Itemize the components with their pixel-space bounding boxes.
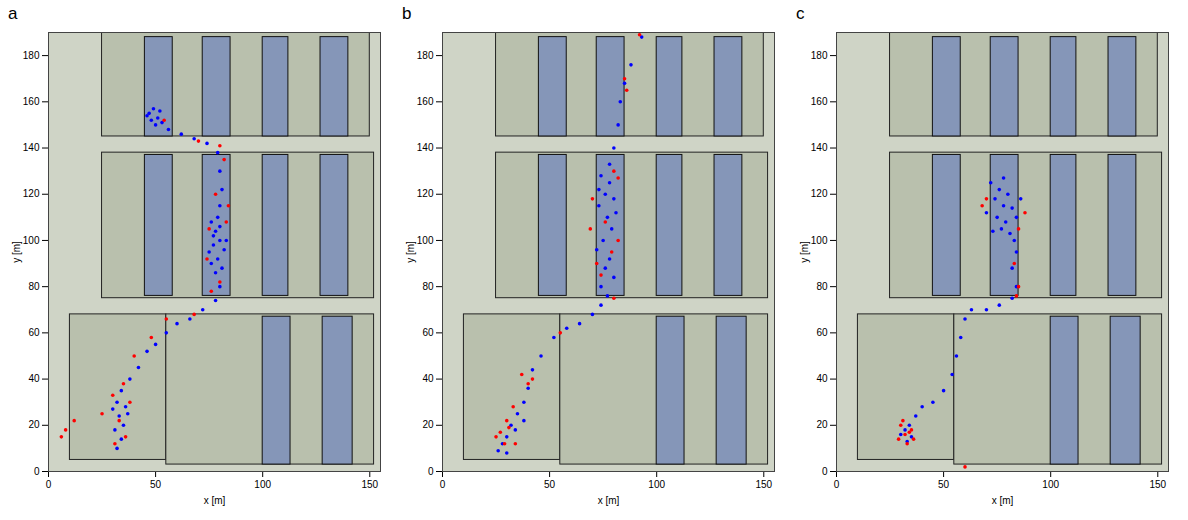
svg-text:50: 50 [150, 479, 162, 490]
svg-text:60: 60 [816, 327, 828, 338]
svg-text:100: 100 [417, 235, 434, 246]
svg-text:0: 0 [440, 479, 446, 490]
svg-text:x [m]: x [m] [204, 495, 226, 506]
svg-text:20: 20 [422, 419, 434, 430]
svg-text:180: 180 [417, 50, 434, 61]
svg-text:100: 100 [1042, 479, 1059, 490]
svg-text:x [m]: x [m] [992, 495, 1014, 506]
svg-text:40: 40 [816, 373, 828, 384]
html-text:a: a [8, 4, 18, 23]
svg-text:0: 0 [822, 466, 828, 477]
html-text:c: c [796, 4, 805, 23]
svg-text:0: 0 [46, 479, 52, 490]
svg-text:140: 140 [23, 142, 40, 153]
svg-text:80: 80 [816, 281, 828, 292]
svg-text:y [m]: y [m] [11, 241, 22, 263]
svg-text:180: 180 [811, 50, 828, 61]
svg-text:0: 0 [34, 466, 40, 477]
svg-text:40: 40 [28, 373, 40, 384]
svg-text:80: 80 [28, 281, 40, 292]
svg-text:80: 80 [422, 281, 434, 292]
svg-text:180: 180 [23, 50, 40, 61]
svg-text:20: 20 [28, 419, 40, 430]
html-text:b: b [402, 4, 412, 23]
svg-text:120: 120 [23, 188, 40, 199]
svg-text:100: 100 [23, 235, 40, 246]
svg-text:160: 160 [23, 96, 40, 107]
svg-text:120: 120 [811, 188, 828, 199]
svg-text:160: 160 [417, 96, 434, 107]
svg-text:160: 160 [811, 96, 828, 107]
svg-text:0: 0 [428, 466, 434, 477]
svg-text:60: 60 [28, 327, 40, 338]
svg-text:100: 100 [648, 479, 665, 490]
svg-text:120: 120 [417, 188, 434, 199]
svg-text:140: 140 [811, 142, 828, 153]
svg-text:50: 50 [938, 479, 950, 490]
svg-text:50: 50 [544, 479, 556, 490]
svg-text:40: 40 [422, 373, 434, 384]
svg-text:100: 100 [254, 479, 271, 490]
svg-text:140: 140 [417, 142, 434, 153]
svg-text:y [m]: y [m] [799, 241, 810, 263]
svg-text:100: 100 [811, 235, 828, 246]
svg-text:0: 0 [834, 479, 840, 490]
svg-text:150: 150 [755, 479, 772, 490]
svg-text:20: 20 [816, 419, 828, 430]
svg-text:x [m]: x [m] [598, 495, 620, 506]
svg-text:y [m]: y [m] [405, 241, 416, 263]
svg-text:60: 60 [422, 327, 434, 338]
svg-text:150: 150 [1149, 479, 1166, 490]
svg-text:150: 150 [361, 479, 378, 490]
